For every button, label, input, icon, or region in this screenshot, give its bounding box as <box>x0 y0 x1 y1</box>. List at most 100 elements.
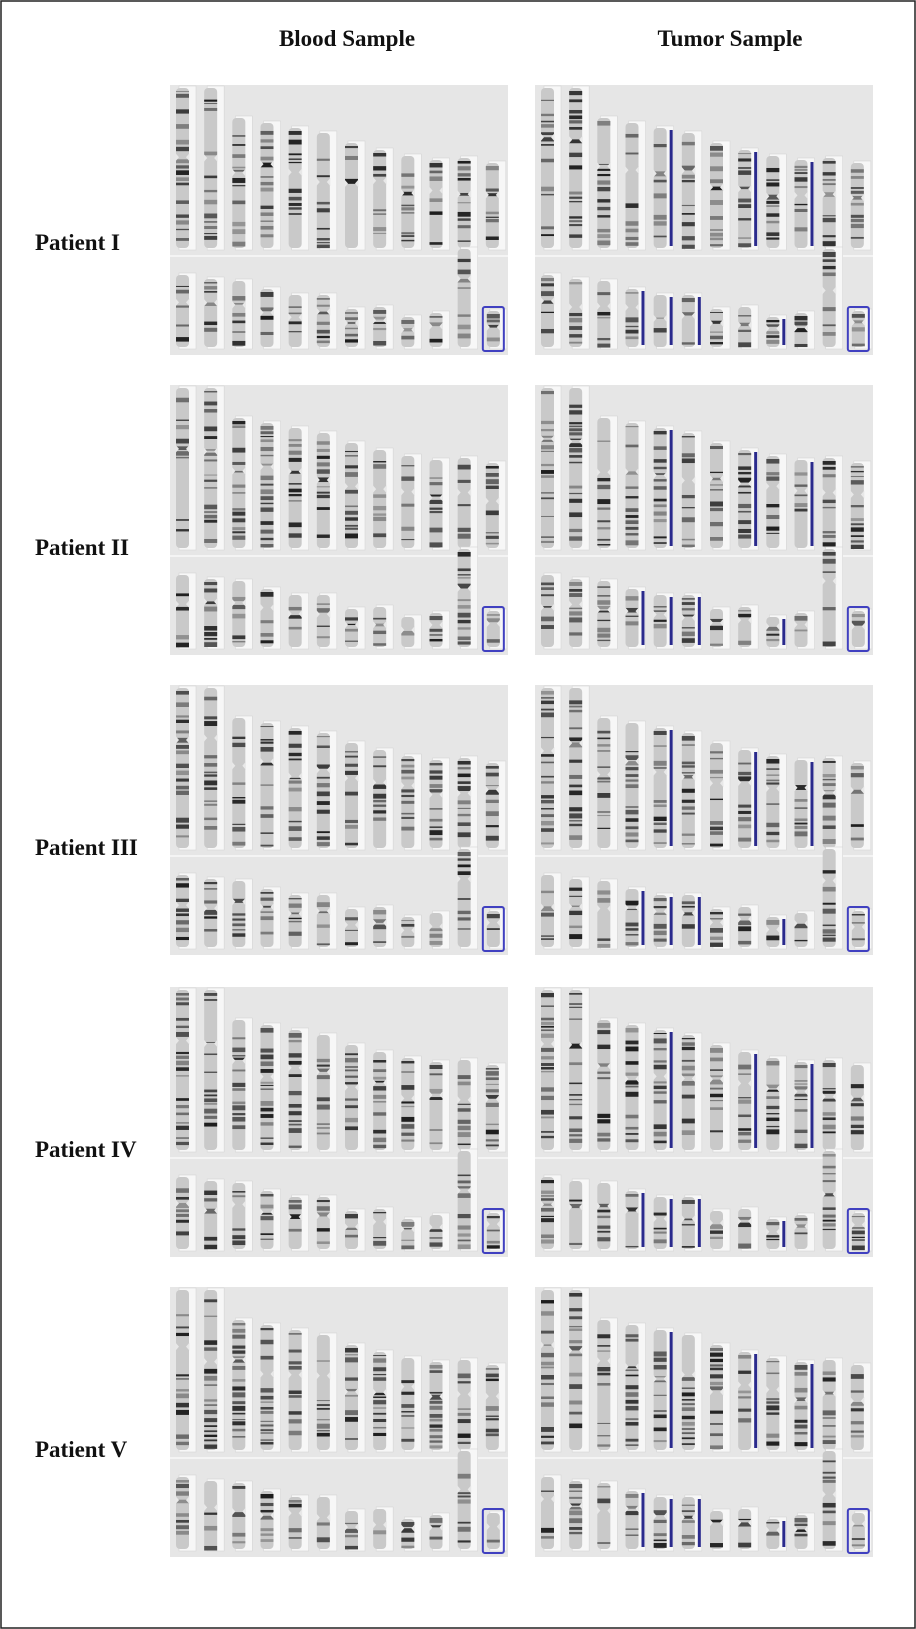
band <box>288 1214 302 1219</box>
band <box>738 322 752 327</box>
chromosome <box>794 1515 808 1549</box>
band <box>316 227 330 230</box>
band <box>766 759 780 764</box>
band <box>345 1528 358 1533</box>
band <box>316 1212 330 1217</box>
band <box>176 730 189 734</box>
centromere <box>794 783 808 792</box>
band <box>345 333 358 337</box>
band <box>681 436 695 438</box>
band <box>204 1368 218 1374</box>
centromere <box>486 918 501 927</box>
band <box>766 831 780 836</box>
centromere <box>203 298 218 307</box>
band <box>176 1374 189 1377</box>
centromere <box>765 1385 780 1394</box>
band <box>204 511 218 514</box>
band <box>681 598 695 600</box>
band <box>288 931 302 936</box>
band <box>851 1245 865 1251</box>
band <box>401 1061 415 1064</box>
band <box>569 438 583 440</box>
band <box>738 1408 752 1412</box>
band <box>316 486 330 488</box>
centromere <box>400 1382 415 1391</box>
band <box>345 628 358 632</box>
band <box>766 822 780 828</box>
band <box>486 618 500 623</box>
centromere <box>429 1091 443 1100</box>
band <box>260 1502 274 1507</box>
band <box>457 761 471 765</box>
band <box>597 484 611 490</box>
band <box>569 823 583 827</box>
band <box>204 774 218 777</box>
band <box>176 1519 189 1523</box>
band <box>597 121 611 126</box>
band <box>204 588 218 593</box>
row-divider <box>170 555 508 557</box>
band <box>204 282 218 284</box>
band <box>316 911 330 914</box>
band <box>288 837 302 841</box>
band <box>204 504 218 510</box>
band <box>373 1060 387 1063</box>
band <box>457 641 471 645</box>
band <box>457 333 471 339</box>
band <box>429 176 443 181</box>
band <box>794 1523 808 1526</box>
band <box>260 234 274 238</box>
band <box>569 1018 583 1020</box>
band <box>822 1154 836 1157</box>
band <box>401 1124 415 1129</box>
band <box>457 1143 471 1146</box>
band <box>288 807 302 812</box>
band <box>486 319 500 323</box>
band <box>822 499 836 504</box>
band <box>373 810 387 814</box>
band <box>176 1122 189 1124</box>
band <box>232 1113 246 1116</box>
band <box>457 577 471 579</box>
band <box>401 1085 415 1090</box>
band <box>710 1069 723 1071</box>
band <box>794 1424 808 1429</box>
band <box>176 920 189 925</box>
band <box>597 215 611 218</box>
band <box>738 1370 752 1374</box>
band <box>176 519 189 521</box>
band <box>794 616 808 621</box>
band <box>232 340 246 346</box>
band <box>653 804 667 808</box>
band <box>681 1073 695 1077</box>
band <box>345 1105 358 1109</box>
band <box>569 536 583 541</box>
band <box>653 466 667 470</box>
band <box>541 515 554 517</box>
band <box>541 625 554 629</box>
centromere <box>850 193 865 202</box>
band <box>738 1139 752 1143</box>
band <box>653 912 667 915</box>
band <box>232 1323 246 1326</box>
band <box>260 1069 274 1073</box>
band <box>457 1433 471 1438</box>
centromere <box>681 772 696 781</box>
band <box>541 781 554 784</box>
band <box>288 1204 302 1210</box>
band <box>232 511 246 516</box>
centromere <box>568 1501 583 1510</box>
band <box>625 1338 639 1342</box>
band <box>204 175 218 179</box>
marker-line <box>669 730 673 846</box>
band <box>345 312 358 314</box>
band <box>738 167 752 169</box>
band <box>204 474 218 476</box>
band <box>569 993 583 995</box>
band <box>429 482 443 486</box>
band <box>766 205 780 207</box>
band <box>429 1428 443 1432</box>
band <box>204 929 218 932</box>
band <box>232 933 246 937</box>
band <box>232 1334 246 1339</box>
